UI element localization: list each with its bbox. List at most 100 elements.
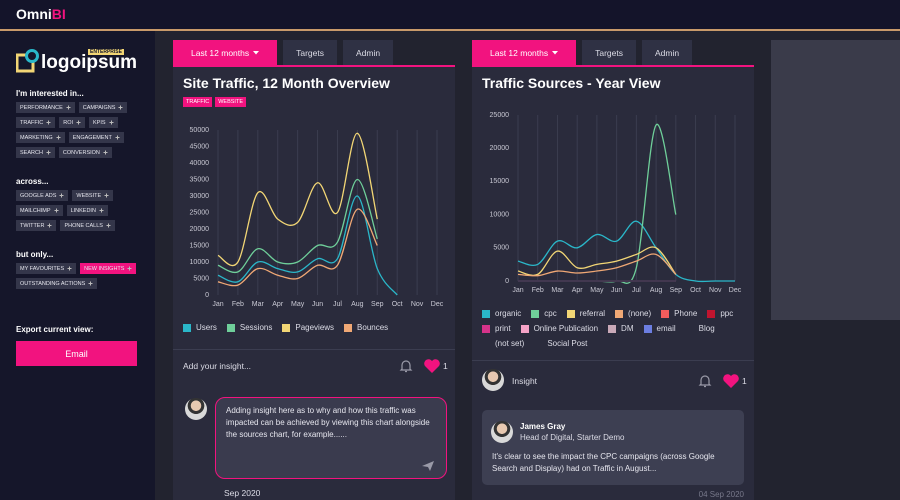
legend-swatch bbox=[661, 309, 670, 318]
caret bbox=[253, 50, 260, 54]
tab[interactable]: Targets bbox=[283, 40, 337, 65]
y-tick-label: 25000 bbox=[190, 209, 210, 216]
filter-tag[interactable]: NEW INSIGHTS bbox=[80, 263, 137, 274]
tag-label: SEARCH bbox=[20, 149, 43, 156]
x-tick-label: Nov bbox=[709, 287, 722, 294]
filter-tag[interactable]: KPIS bbox=[89, 117, 118, 128]
filter-tag[interactable]: OUTSTANDING ACTIONS bbox=[16, 278, 98, 289]
y-tick-label: 5000 bbox=[493, 245, 509, 252]
y-tick-label: 15000 bbox=[490, 178, 510, 185]
legend-item[interactable]: Social Post bbox=[534, 339, 587, 348]
plus-icon bbox=[104, 193, 109, 198]
filter-tag[interactable]: TRAFFIC bbox=[16, 117, 56, 128]
plus-stroke bbox=[76, 120, 81, 125]
plus-icon bbox=[66, 105, 71, 110]
comment-box[interactable]: Adding insight here as to why and how th… bbox=[215, 397, 447, 479]
line-chart: 0 5000 10000 15000 20000 25000 30000 35000 40000… bbox=[190, 127, 444, 308]
legend-item[interactable]: DM bbox=[608, 324, 634, 333]
panel-tag[interactable]: TRAFFIC bbox=[183, 97, 213, 107]
legend-label: Online Publication bbox=[533, 324, 599, 333]
series-line bbox=[217, 178, 378, 274]
divider bbox=[173, 349, 455, 350]
filter-tag[interactable]: CAMPAIGNS bbox=[78, 102, 128, 113]
send-shape bbox=[422, 461, 434, 471]
plus-stroke bbox=[46, 120, 51, 125]
sidebar: logoipsum ENTERPRISE Export current view… bbox=[0, 31, 155, 500]
tab-label: Targets bbox=[595, 47, 623, 58]
filter-tag[interactable]: PHONE CALLS bbox=[60, 220, 115, 231]
filter-tag[interactable]: MY FAVOURITES bbox=[16, 263, 77, 274]
plus-icon bbox=[109, 120, 114, 125]
tab[interactable]: Last 12 months bbox=[472, 40, 577, 65]
legend-item[interactable]: print bbox=[482, 324, 511, 333]
x-tick-label: Apr bbox=[572, 287, 584, 294]
plus-stroke bbox=[115, 135, 120, 140]
legend-item[interactable]: Pageviews bbox=[282, 323, 334, 332]
x-tick-label: Dec bbox=[729, 287, 742, 294]
tab[interactable]: Last 12 months bbox=[173, 40, 278, 65]
legend-swatch bbox=[643, 324, 652, 333]
filter-tag[interactable]: LINKEDIN bbox=[66, 205, 108, 216]
export-label: Export current view: bbox=[16, 325, 94, 334]
series-line bbox=[217, 195, 398, 296]
plus-stroke bbox=[88, 281, 93, 286]
filter-tag[interactable]: ENGAGEMENT bbox=[68, 132, 124, 143]
legend-item[interactable]: Sessions bbox=[226, 323, 272, 332]
insight-label: Insight bbox=[512, 376, 538, 386]
filter-tag[interactable]: MARKETING bbox=[16, 132, 65, 143]
legend-item[interactable]: Bounces bbox=[344, 323, 388, 332]
legend-item[interactable]: Blog bbox=[685, 324, 715, 333]
series-line bbox=[217, 132, 378, 267]
filter-tag[interactable]: MAILCHIMP bbox=[16, 205, 63, 216]
tag-label: MY FAVOURITES bbox=[20, 265, 65, 272]
legend-label: (none) bbox=[628, 309, 652, 318]
panel-tags: TRAFFIC WEBSITE bbox=[183, 97, 246, 107]
legend-item[interactable]: cpc bbox=[531, 309, 557, 318]
legend-item[interactable]: Online Publication bbox=[520, 324, 599, 333]
comment-author: James Gray bbox=[520, 422, 566, 431]
plus-icon bbox=[59, 193, 64, 198]
x-tick-label: Jun bbox=[611, 287, 622, 294]
filter-tag[interactable]: ROI bbox=[59, 117, 86, 128]
tag-label: ENGAGEMENT bbox=[72, 134, 112, 141]
export-button[interactable]: Email bbox=[16, 341, 137, 366]
filter-tag[interactable]: CONVERSION bbox=[58, 147, 112, 158]
tab[interactable]: Targets bbox=[582, 40, 636, 65]
plus-icon bbox=[54, 208, 59, 213]
legend-item[interactable]: (none) bbox=[615, 309, 651, 318]
filter-tag[interactable]: TWITTER bbox=[16, 220, 57, 231]
tab-bar: Last 12 months Targets Admin bbox=[173, 40, 455, 65]
filter-tag[interactable]: GOOGLE ADS bbox=[16, 190, 69, 201]
x-tick-label: Jun bbox=[312, 301, 323, 308]
tag-label: PERFORMANCE bbox=[20, 104, 63, 111]
legend-item[interactable]: ppc bbox=[707, 309, 733, 318]
legend-item[interactable]: organic bbox=[482, 309, 521, 318]
legend-item[interactable]: email bbox=[643, 324, 676, 333]
legend-item[interactable]: referral bbox=[566, 309, 605, 318]
legend-swatch bbox=[566, 309, 575, 318]
plus-icon bbox=[47, 223, 52, 228]
legend-item[interactable]: Users bbox=[183, 323, 217, 332]
panel-tag[interactable]: WEBSITE bbox=[215, 97, 246, 107]
avatar bbox=[491, 421, 513, 443]
legend-swatch bbox=[685, 324, 694, 333]
filter-tag[interactable]: PERFORMANCE bbox=[16, 102, 75, 113]
section-heading: I'm interested in... bbox=[16, 89, 84, 98]
y-tick-label: 20000 bbox=[190, 226, 210, 233]
filter-tag[interactable]: SEARCH bbox=[16, 147, 55, 158]
legend-item[interactable]: Phone bbox=[661, 309, 697, 318]
heart-shape bbox=[424, 359, 440, 373]
send-icon bbox=[422, 461, 434, 471]
legend-item[interactable]: (not set) bbox=[482, 339, 524, 348]
plus-icon bbox=[99, 208, 104, 213]
like-count: 1 bbox=[443, 361, 448, 371]
tab[interactable]: Admin bbox=[343, 40, 394, 65]
plus-icon bbox=[88, 281, 93, 286]
x-tick-label: Aug bbox=[650, 287, 663, 294]
tab[interactable]: Admin bbox=[642, 40, 693, 65]
heart-icon bbox=[424, 359, 440, 373]
brand[interactable]: OmniBI bbox=[16, 6, 66, 22]
tag-label: LINKEDIN bbox=[70, 207, 96, 214]
filter-tag[interactable]: WEBSITE bbox=[72, 190, 114, 201]
insight-prompt[interactable]: Add your insight... bbox=[183, 361, 252, 371]
